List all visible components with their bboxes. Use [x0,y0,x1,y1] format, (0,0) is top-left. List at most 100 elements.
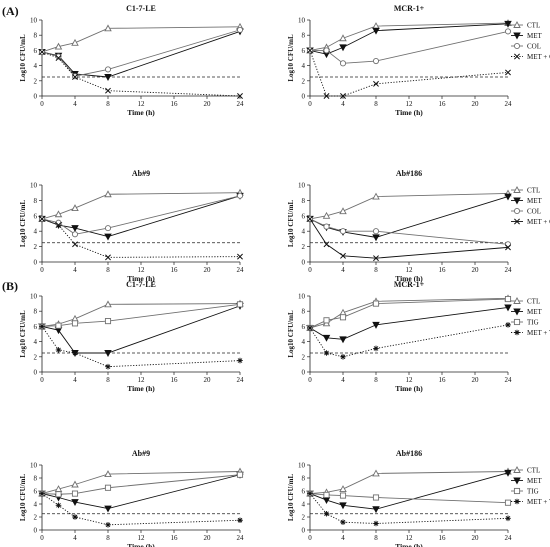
x-tick-label: 0 [308,100,312,108]
series-ctl [38,22,244,55]
data-point-met-tig [72,514,78,520]
x-tick-label: 12 [138,534,146,542]
x-tick-label: 4 [73,266,77,274]
series-line-ctl [309,22,509,51]
legend-marker-met [513,308,521,316]
data-point-tig [372,300,380,307]
data-point-col [104,66,112,73]
series-met [38,28,244,81]
data-point-met-col [55,55,62,61]
x-tick-label: 16 [439,376,447,384]
data-point-met-tig [72,350,78,356]
data-point-tig [236,301,244,308]
data-point-met-col [105,254,111,261]
data-point-met-tig [340,519,346,525]
series-line-met [41,195,241,238]
x-axis-label: Time (h) [127,274,155,283]
series-line-met [309,306,509,340]
data-point-met [504,469,512,477]
section-label-b: (B) [2,279,18,293]
y-axis-label: Log10 CFU/mL [19,474,27,522]
data-point-col [236,192,244,199]
x-tick-label: 24 [237,266,245,274]
data-point-col [55,53,62,60]
data-point-tig [339,492,347,499]
series-line-met-col [41,218,241,258]
x-tick-label: 12 [138,100,146,108]
data-point-tig [71,320,79,327]
y-tick-label: 8 [302,32,306,40]
y-tick-label: 0 [34,259,38,267]
data-point-met [504,304,512,312]
y-tick-label: 4 [34,62,38,70]
y-tick-label: 6 [302,323,306,331]
y-tick-label: 6 [302,488,306,496]
chart-title: Ab#9 [132,169,150,178]
legend-label-met-col: MET + COL [527,53,550,61]
legend: CTL MET TIG MET + TIG [511,466,550,506]
series-met [38,302,244,357]
section-label-a: (A) [2,4,19,18]
y-axis-label: Log10 CFU/mL [19,310,27,358]
data-point-met-col [505,244,511,251]
data-point-tig [323,317,330,324]
y-tick-label: 6 [34,47,38,55]
data-point-tig [504,499,512,506]
series-ctl [38,188,244,222]
x-tick-label: 8 [106,266,110,274]
series-line-met [309,23,509,55]
series-ctl [306,467,512,497]
data-point-met-col [307,215,313,222]
data-point-ctl [71,38,79,46]
chart-title: Ab#186 [396,449,422,458]
y-tick-label: 10 [30,462,38,470]
y-tick-label: 2 [302,243,306,251]
y-tick-label: 8 [34,197,38,205]
x-tick-label: 4 [73,534,77,542]
data-point-met [71,225,79,233]
x-tick-label: 12 [406,266,414,274]
chart-title: C1-7-LE [126,280,156,289]
series-met [38,192,244,241]
x-axis-label: Time (h) [127,384,155,393]
data-point-met-col [105,87,111,94]
data-point-met [71,499,79,506]
series-line-ctl [41,192,241,220]
data-point-ctl [339,34,347,42]
data-point-tig [504,295,512,303]
x-tick-label: 8 [374,534,378,542]
data-point-ctl [104,190,112,198]
data-point-met [504,20,512,28]
data-point-col [372,228,380,235]
series-line-tig [309,493,509,504]
data-point-ctl [339,207,347,215]
series-line-ctl [41,303,241,327]
data-point-ctl [372,192,380,200]
series-ctl [306,294,512,331]
y-tick-label: 10 [298,182,306,190]
legend-marker-met-col [514,53,520,60]
series-line-met-col [309,50,509,97]
data-point-tig [323,491,330,498]
y-tick-label: 0 [302,369,306,377]
x-tick-label: 16 [171,100,179,108]
y-tick-label: 4 [302,501,306,509]
data-point-met [339,44,347,52]
legend-label-met: MET [527,477,543,485]
y-tick-label: 8 [34,32,38,40]
x-tick-label: 16 [171,376,179,384]
legend: CTL MET COL MET + COL [511,21,550,61]
x-axis-label: Time (h) [395,108,423,117]
legend-label-met-tig: MET + TIG [527,329,550,337]
data-point-met-col [237,93,243,99]
data-point-col [372,57,380,65]
x-tick-label: 8 [374,376,378,384]
series-ctl [38,299,244,330]
series-ctl [38,467,244,497]
legend-label-ctl: CTL [527,22,540,30]
y-tick-label: 10 [298,462,306,470]
